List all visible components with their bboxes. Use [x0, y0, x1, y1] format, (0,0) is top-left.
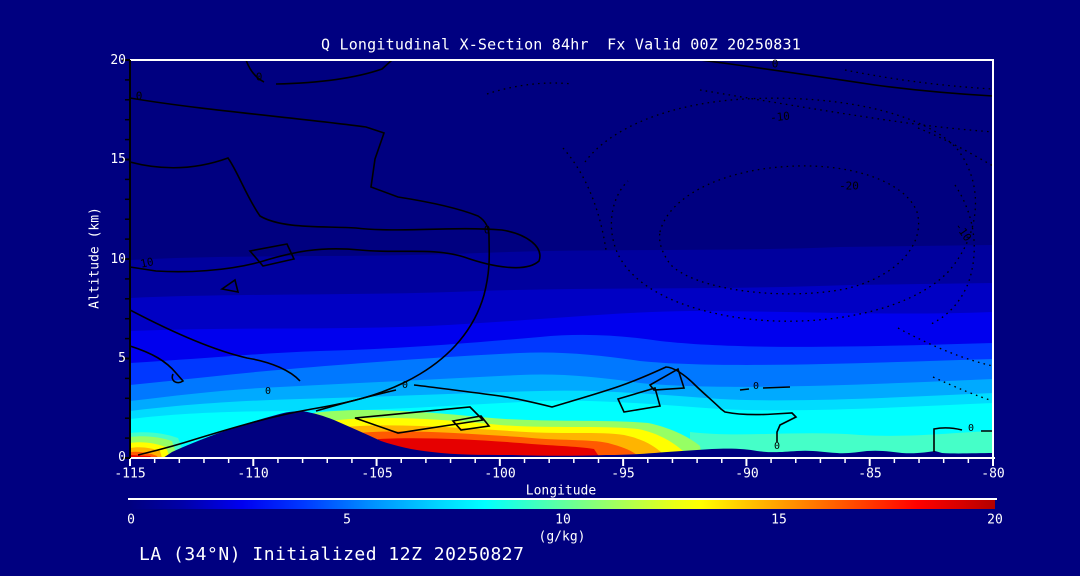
x-tick--80: -80 [981, 466, 1005, 482]
colorbar-tick-5: 5 [343, 512, 351, 528]
contour-label: 0 [752, 381, 760, 392]
contour-label: 0 [483, 223, 491, 237]
x-tick--90: -90 [735, 466, 759, 482]
plot-title: Q Longitudinal X-Section 84hr Fx Valid 0… [321, 35, 801, 54]
moisture-fill [130, 60, 993, 458]
x-tick--105: -105 [361, 466, 393, 482]
x-tick--115: -115 [114, 466, 146, 482]
contour-lines-dotted [486, 69, 993, 402]
y-tick-0: 0 [118, 450, 126, 465]
contour-label: 10 [139, 255, 155, 271]
contour-label: 0 [135, 89, 143, 103]
contour-label: 0 [773, 441, 781, 452]
contour-label: 0 [255, 70, 263, 84]
y-tick-15: 15 [110, 152, 126, 167]
colorbar-gradient [130, 500, 995, 509]
x-axis-label: Longitude [525, 483, 597, 499]
colorbar-tick-15: 15 [771, 512, 787, 528]
x-tick--110: -110 [237, 466, 269, 482]
contour-lines-solid [130, 60, 993, 456]
x-axis-ticks [129, 458, 994, 466]
colorbar-tick-0: 0 [127, 512, 135, 528]
colorbar-tick-10: 10 [555, 512, 571, 528]
footer-init-label: LA (34°N) Initialized 12Z 20250827 [139, 544, 525, 565]
contour-label: 0 [264, 386, 272, 397]
colorbar-units-label: (g/kg) [538, 529, 586, 545]
terrain-silhouette [163, 411, 993, 458]
x-tick--95: -95 [611, 466, 635, 482]
y-axis-ticks [122, 59, 130, 459]
y-tick-5: 5 [118, 351, 126, 366]
contour-label: 0 [401, 380, 409, 391]
contour-label: -20 [839, 179, 859, 193]
x-tick--100: -100 [484, 466, 516, 482]
contour-label: -10 [769, 109, 791, 125]
colorbar [128, 498, 997, 509]
contour-label: 0 [771, 57, 779, 71]
y-tick-20: 20 [110, 53, 126, 68]
y-tick-10: 10 [110, 252, 126, 267]
contour-label: 0 [967, 423, 975, 434]
colorbar-tick-20: 20 [987, 512, 1003, 528]
x-tick--85: -85 [858, 466, 882, 482]
